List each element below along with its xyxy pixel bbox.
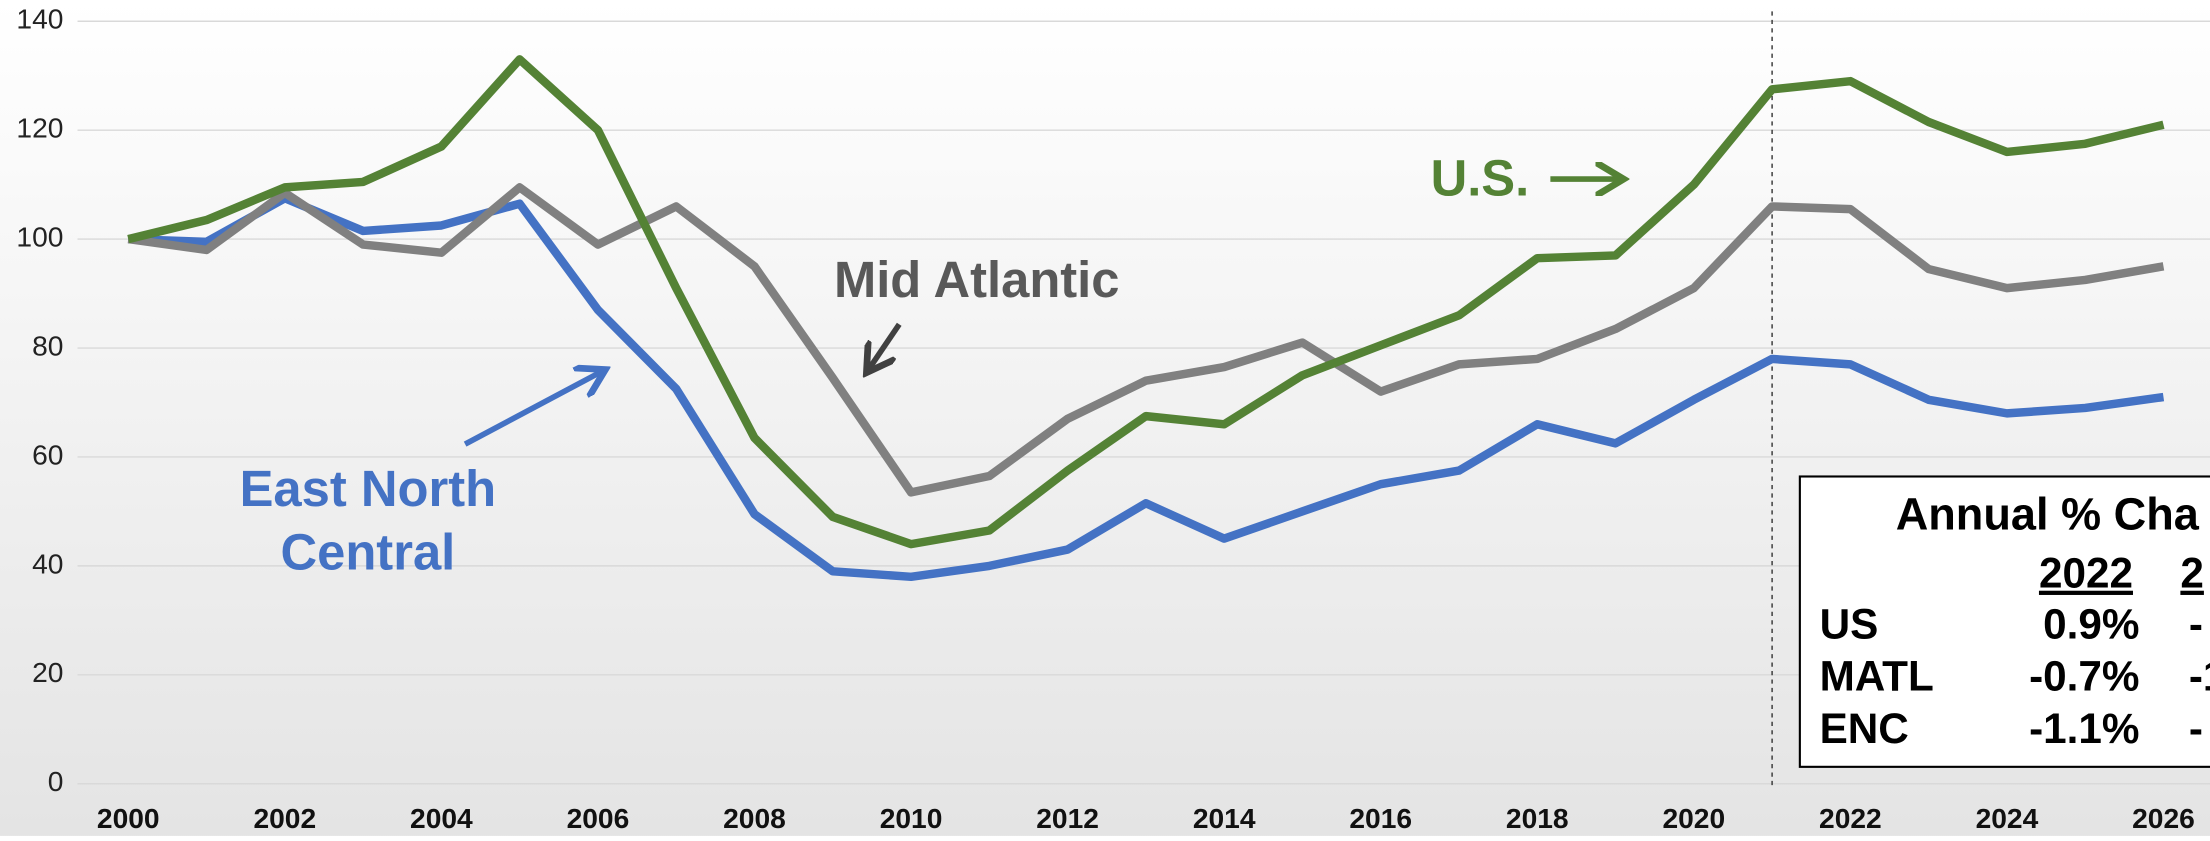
row-label: US <box>1820 600 1879 647</box>
y-tick-label: 60 <box>32 438 63 470</box>
cell: -1.1% <box>2029 705 2139 752</box>
y-tick-label: 80 <box>32 329 63 361</box>
x-tick-label: 2020 <box>1662 802 1725 834</box>
x-tick-label: 2008 <box>723 802 786 834</box>
cell: 0.9% <box>2043 600 2139 647</box>
row-label: MATL <box>1820 653 1934 700</box>
table-box <box>1798 475 2210 768</box>
table-header: 2 <box>2180 550 2204 597</box>
x-tick-label: 2024 <box>1976 802 2039 834</box>
series-label: East North Central <box>239 459 497 581</box>
x-tick-label: 2014 <box>1193 802 1256 834</box>
x-tick-label: 2016 <box>1349 802 1412 834</box>
series-line <box>127 55 2165 549</box>
arrow <box>870 322 902 368</box>
y-tick-label: 20 <box>32 656 63 688</box>
cell: - <box>2189 705 2203 752</box>
series-label-box: East North Central <box>239 459 497 581</box>
x-tick-label: 2022 <box>1819 802 1882 834</box>
x-tick-label: 2002 <box>253 802 316 834</box>
cell: -0.7% <box>2029 653 2139 700</box>
x-tick-label: 2004 <box>410 802 473 834</box>
cell: - <box>2189 600 2203 647</box>
arrow <box>463 372 600 447</box>
x-tick-label: 2012 <box>1036 802 1099 834</box>
row-label: ENC <box>1820 705 1909 752</box>
cell: -1 <box>2189 653 2210 700</box>
series-line <box>128 194 2165 582</box>
y-tick-label: 120 <box>16 112 63 144</box>
x-tick-label: 2010 <box>880 802 943 834</box>
x-tick-label: 2026 <box>2132 802 2195 834</box>
series-line <box>127 183 2165 497</box>
series-label: Mid Atlantic <box>834 251 1120 308</box>
y-tick-label: 40 <box>32 547 63 579</box>
inset-table: Annual % Cha 2022 2 US 0.9% - MATL -0.7% -1 EN… <box>1798 475 2210 768</box>
series-label: U.S. <box>1431 149 1530 206</box>
y-tick-label: 0 <box>48 765 64 797</box>
y-tick-label: 100 <box>16 221 63 253</box>
x-tick-label: 2006 <box>567 802 630 834</box>
x-tick-label: 2000 <box>97 802 160 834</box>
table-title: Annual % Cha <box>1896 488 2200 539</box>
x-tick-label: 2018 <box>1506 802 1569 834</box>
table-header: 2022 <box>2039 550 2133 597</box>
y-tick-label: 140 <box>16 3 63 35</box>
